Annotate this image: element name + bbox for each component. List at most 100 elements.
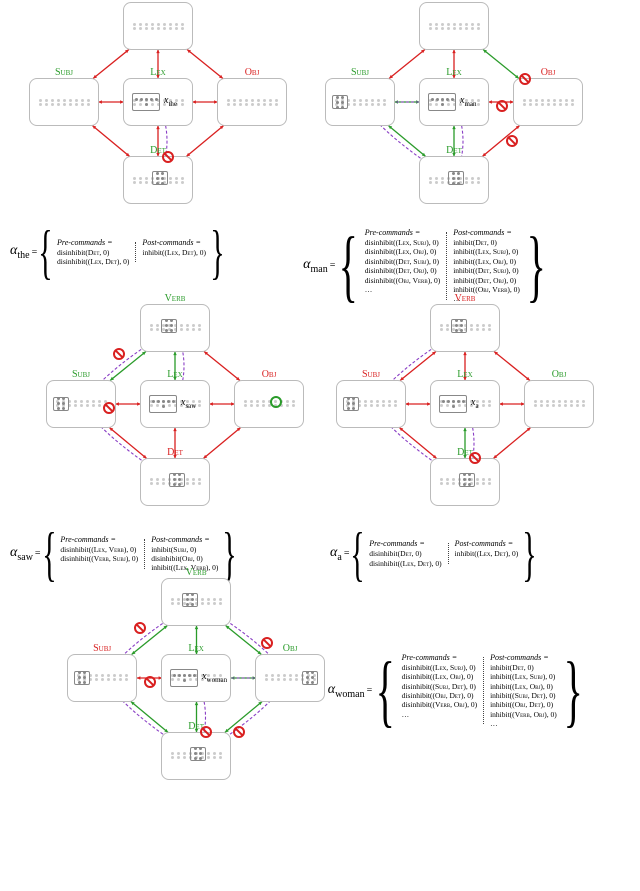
node-lex: Lexxa <box>430 380 500 428</box>
sep <box>135 242 136 263</box>
alpha-man: αman <box>303 257 328 275</box>
node-label-lex: Lex <box>457 369 472 380</box>
assembly-box <box>182 593 198 607</box>
sep <box>483 657 484 725</box>
node-subj: Subj <box>325 78 395 126</box>
eq-a: αa = { Pre-commands =disinhibit(Det, 0)d… <box>330 530 630 578</box>
assembly-box <box>332 95 348 109</box>
node-subj: Subj <box>336 380 406 428</box>
eq-the: αthe = { Pre-commands =disinhibit(Det, 0… <box>10 228 303 276</box>
alpha-a: αa <box>330 545 342 563</box>
node-label-lex: Lex <box>150 67 165 78</box>
node-label-lex: Lex <box>188 643 203 654</box>
node-label-lex: Lex <box>446 67 461 78</box>
pre-cmds-man: Pre-commands =disinhibit((Lex, Subj), 0)… <box>362 228 443 294</box>
assembly-box <box>169 473 185 487</box>
x-word: xsaw <box>181 397 196 410</box>
node-det: Det <box>140 458 210 506</box>
node-verb: Verb <box>123 2 193 50</box>
prohibit-icon <box>496 100 508 112</box>
assembly-box <box>302 671 318 685</box>
node-obj: Obj <box>217 78 287 126</box>
node-label-verb: Verb <box>455 293 476 304</box>
node-label-obj: Obj <box>541 67 556 78</box>
post-cmds-a: Post-commands =inhibit((Lex, Det), 0) <box>452 539 522 558</box>
lbrace: { <box>38 228 52 276</box>
node-label-obj: Obj <box>283 643 298 654</box>
panel-the: VerbSubjLexxtheObjDet <box>10 10 306 220</box>
node-det: Det <box>419 156 489 204</box>
row-eq-2: αsaw = { Pre-commands =disinhibit((Lex, … <box>10 530 630 578</box>
alpha-the: αthe <box>10 243 30 261</box>
node-label-subj: Subj <box>55 67 73 78</box>
assembly-box <box>170 669 198 687</box>
sep <box>446 232 447 300</box>
node-label-obj: Obj <box>262 369 277 380</box>
node-subj: Subj <box>29 78 99 126</box>
prohibit-icon <box>144 676 156 688</box>
assembly-box <box>152 171 168 185</box>
alpha-woman: αwoman <box>328 682 365 700</box>
assembly-box <box>132 93 160 111</box>
assembly-box <box>428 93 456 111</box>
sep <box>144 539 145 569</box>
node-label-lex: Lex <box>167 369 182 380</box>
sep <box>448 543 449 564</box>
row-panels-2: VerbSubjLexxsawObjDet VerbSubjLexxaObjDe… <box>10 312 630 522</box>
x-word: xthe <box>164 95 177 108</box>
rbrace: } <box>522 530 536 578</box>
prohibit-icon <box>134 622 146 634</box>
node-label-subj: Subj <box>72 369 90 380</box>
prohibit-icon <box>103 402 115 414</box>
node-label-subj: Subj <box>351 67 369 78</box>
panel-a: VerbSubjLexxaObjDet <box>330 312 600 522</box>
assembly-box <box>459 473 475 487</box>
node-label-verb: Verb <box>444 0 465 2</box>
lbrace: { <box>42 530 56 578</box>
assembly-box <box>448 171 464 185</box>
assembly-box <box>439 395 467 413</box>
prohibit-icon <box>233 726 245 738</box>
panel-man: VerbSubjLexxmanObjDet <box>306 10 602 220</box>
rbrace: } <box>563 659 582 723</box>
prohibit-icon <box>261 637 273 649</box>
node-verb: Verb <box>140 304 210 352</box>
assembly-box <box>149 395 177 413</box>
row-3: VerbSubjLexxwomanObjDet αwoman = { Pre-c… <box>10 586 630 796</box>
eq-saw: αsaw = { Pre-commands =disinhibit((Lex, … <box>10 530 330 578</box>
prohibit-icon <box>506 135 518 147</box>
node-lex: Lexxwoman <box>161 654 231 702</box>
pre-cmds-saw: Pre-commands =disinhibit((Lex, Verb), 0)… <box>57 535 141 564</box>
node-label-subj: Subj <box>93 643 111 654</box>
rbrace: } <box>223 530 237 578</box>
node-verb: Verb <box>419 2 489 50</box>
eq-woman: αwoman = { Pre-commands =disinhibit((Lex… <box>328 653 630 729</box>
assembly-box <box>190 747 206 761</box>
node-label-obj: Obj <box>245 67 260 78</box>
node-verb: Verb <box>430 304 500 352</box>
alpha-saw: αsaw <box>10 545 33 563</box>
x-word: xman <box>460 95 477 108</box>
node-label-verb: Verb <box>148 0 169 2</box>
node-det: Det <box>161 732 231 780</box>
node-obj: Obj <box>234 380 304 428</box>
row-panels-1: VerbSubjLexxtheObjDet VerbSubjLexxmanObj… <box>10 10 630 220</box>
node-obj: Obj <box>513 78 583 126</box>
node-label-subj: Subj <box>362 369 380 380</box>
node-verb: Verb <box>161 578 231 626</box>
lbrace: { <box>339 234 358 298</box>
panel-saw: VerbSubjLexxsawObjDet <box>40 312 310 522</box>
allow-icon <box>270 396 282 408</box>
node-label-det: Det <box>167 447 183 458</box>
node-lex: Lexxsaw <box>140 380 210 428</box>
x-word: xwoman <box>202 671 227 684</box>
assembly-box <box>451 319 467 333</box>
node-label-obj: Obj <box>552 369 567 380</box>
node-obj: Obj <box>524 380 594 428</box>
assembly-box <box>343 397 359 411</box>
prohibit-icon <box>113 348 125 360</box>
node-lex: Lexxman <box>419 78 489 126</box>
post-cmds-the: Post-commands =inhibit((Lex, Det), 0) <box>139 238 209 257</box>
lbrace: { <box>351 530 365 578</box>
rbrace: } <box>210 228 224 276</box>
